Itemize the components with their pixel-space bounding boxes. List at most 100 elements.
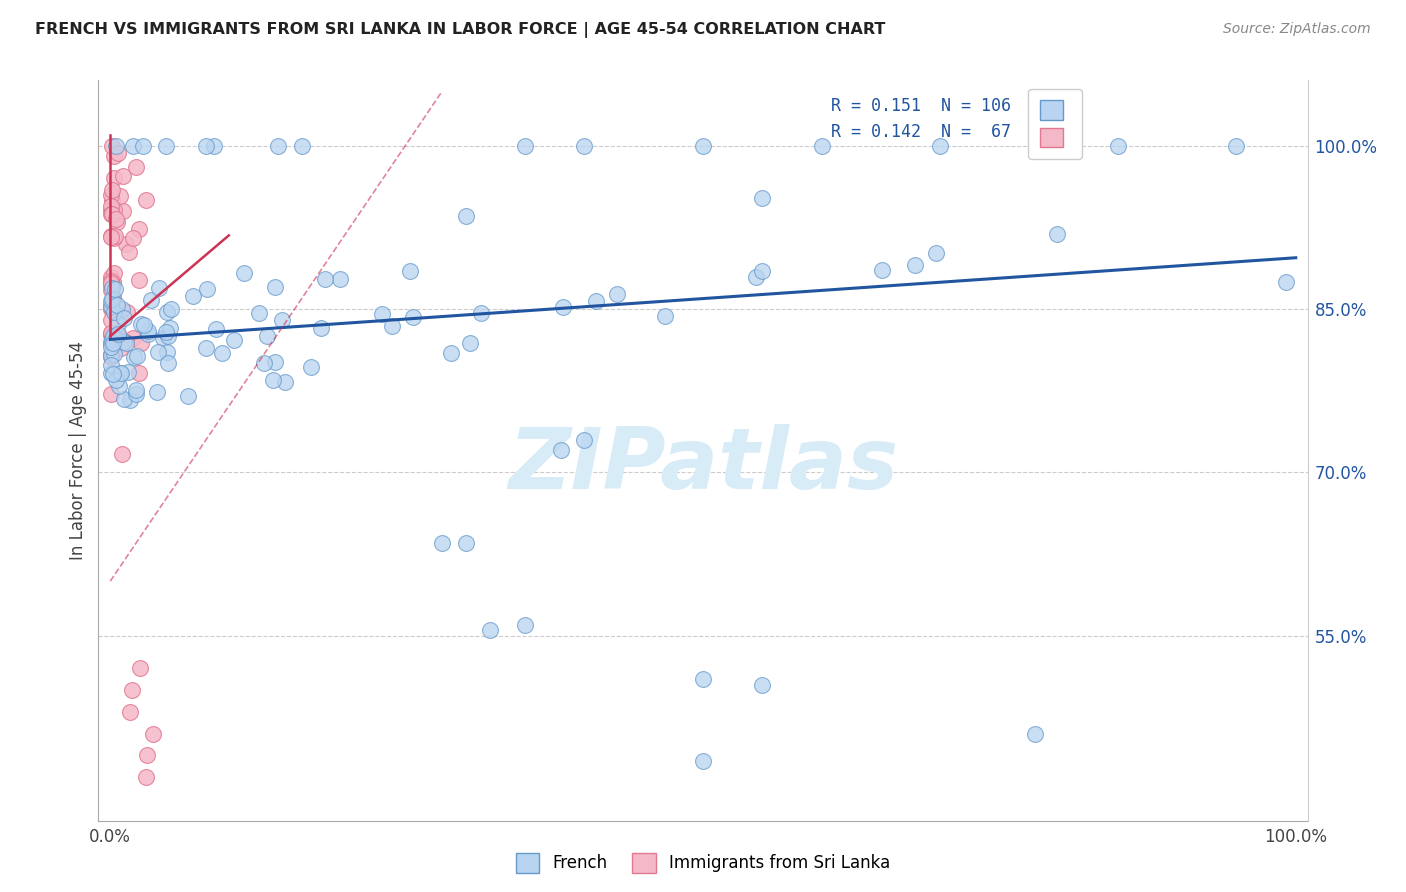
Point [100,351,122,365]
Point [104,228,127,243]
Point [136,327,159,342]
Point [104,283,127,297]
Point [751,263,773,277]
Legend: French, Immigrants from Sri Lanka: French, Immigrants from Sri Lanka [509,847,897,880]
Point [744,269,766,284]
Point [101,292,124,306]
Point [110,341,132,355]
Point [107,378,129,392]
Y-axis label: In Labor Force | Age 45-54: In Labor Force | Age 45-54 [69,341,87,560]
Point [103,305,125,319]
Point [103,295,125,310]
Point [100,358,122,372]
Point [100,299,122,313]
Point [381,318,404,333]
Point [115,305,138,319]
Point [101,207,124,221]
Point [100,299,122,313]
Point [101,275,124,289]
Point [139,293,162,307]
Point [100,300,122,314]
Point [132,138,155,153]
Point [105,373,128,387]
Point [107,146,129,161]
Point [100,334,122,349]
Point [311,321,333,335]
Point [399,264,422,278]
Point [100,228,122,243]
Point [100,313,122,327]
Point [454,210,477,224]
Point [872,262,894,277]
Point [128,222,150,236]
Point [101,275,124,289]
Point [263,280,285,294]
Point [515,138,537,153]
Point [370,307,392,321]
Point [100,278,122,293]
Point [103,203,125,218]
Point [551,300,574,314]
Point [1225,138,1247,153]
Point [112,392,135,406]
Point [128,273,150,287]
Point [105,215,128,229]
Point [105,297,128,311]
Point [101,290,124,304]
Point [107,317,129,331]
Point [112,311,135,326]
Point [1107,138,1129,153]
Point [152,330,174,344]
Point [195,138,218,153]
Point [692,754,714,768]
Point [122,230,145,244]
Text: ZIPatlas: ZIPatlas [508,424,898,507]
Point [129,335,152,350]
Point [232,266,254,280]
Point [146,344,169,359]
Point [100,327,122,342]
Point [122,350,145,364]
Point [104,211,127,226]
Point [135,770,157,784]
Point [157,356,180,370]
Point [515,617,537,632]
Point [432,536,454,550]
Point [100,294,122,309]
Point [654,309,676,323]
Point [128,366,150,380]
Text: R = 0.151  N = 106: R = 0.151 N = 106 [831,97,1011,115]
Point [291,138,314,153]
Point [100,326,122,341]
Point [111,203,134,218]
Text: FRENCH VS IMMIGRANTS FROM SRI LANKA IN LABOR FORCE | AGE 45-54 CORRELATION CHART: FRENCH VS IMMIGRANTS FROM SRI LANKA IN L… [35,22,886,38]
Point [924,245,946,260]
Text: Source: ZipAtlas.com: Source: ZipAtlas.com [1223,22,1371,37]
Point [118,245,141,260]
Point [100,199,122,213]
Point [100,366,122,380]
Point [145,384,167,399]
Point [100,337,122,351]
Point [103,267,125,281]
Point [118,392,141,407]
Point [470,305,492,319]
Point [100,348,122,362]
Point [107,334,129,348]
Point [122,331,145,345]
Point [125,160,148,174]
Point [112,169,135,184]
Point [111,447,134,461]
Point [299,360,322,375]
Point [211,346,233,360]
Point [115,236,138,251]
Point [100,326,122,340]
Point [103,336,125,351]
Point [329,271,352,285]
Point [110,366,132,380]
Point [103,231,125,245]
Point [271,313,294,327]
Point [159,321,181,335]
Point [256,329,278,343]
Point [101,329,124,343]
